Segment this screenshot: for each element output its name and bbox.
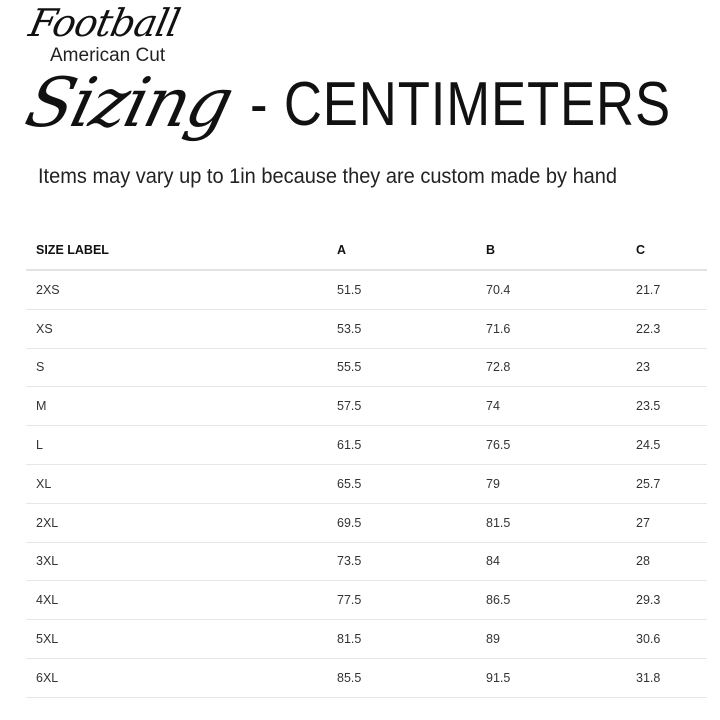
a-cell: 65.5 bbox=[327, 464, 476, 504]
a-cell: 85.5 bbox=[327, 658, 476, 698]
size-cell: XL bbox=[26, 464, 327, 504]
a-cell: 77.5 bbox=[327, 580, 476, 621]
table-row: XL 65.5 79 25.7 bbox=[26, 464, 707, 504]
table-row: 4XL 77.5 86.5 29.3 bbox=[26, 580, 707, 621]
a-cell: 53.5 bbox=[327, 309, 476, 349]
size-cell: XS bbox=[26, 309, 327, 349]
b-cell: 76.5 bbox=[476, 425, 626, 465]
size-cell: S bbox=[26, 348, 327, 388]
c-cell: 21.7 bbox=[626, 270, 707, 310]
table-header-row: SIZE LABEL A B C bbox=[26, 231, 707, 271]
football-script-title: Football bbox=[25, 1, 184, 45]
a-cell: 55.5 bbox=[327, 348, 476, 388]
c-cell: 29.3 bbox=[626, 580, 707, 621]
b-cell: 71.6 bbox=[476, 309, 626, 349]
b-cell: 79 bbox=[476, 464, 626, 504]
size-cell: 5XL bbox=[26, 619, 327, 659]
centimeters-title: - CENTIMETERS bbox=[250, 70, 671, 139]
size-table: SIZE LABEL A B C 2XS 51.5 70.4 21.7 XS 53.5 71… bbox=[26, 231, 707, 698]
table-row: 2XL 69.5 81.5 27 bbox=[26, 503, 707, 543]
table-row: 5XL 81.5 89 30.6 bbox=[26, 619, 707, 659]
table-row: 3XL 73.5 84 28 bbox=[26, 542, 707, 582]
c-cell: 24.5 bbox=[626, 425, 707, 465]
table-row: S 55.5 72.8 23 bbox=[26, 348, 707, 388]
size-cell: 2XL bbox=[26, 503, 327, 543]
sizing-script-title: Sizing bbox=[18, 64, 240, 143]
column-header-b: B bbox=[476, 231, 626, 271]
c-cell: 23 bbox=[626, 348, 707, 388]
a-cell: 57.5 bbox=[327, 386, 476, 427]
table-row: L 61.5 76.5 24.5 bbox=[26, 425, 707, 465]
size-cell: 6XL bbox=[26, 658, 327, 698]
size-cell: L bbox=[26, 425, 327, 465]
table-row: 6XL 85.5 91.5 31.8 bbox=[26, 658, 707, 698]
c-cell: 31.8 bbox=[626, 658, 707, 698]
c-cell: 23.5 bbox=[626, 386, 707, 427]
b-cell: 81.5 bbox=[476, 503, 626, 543]
variance-note: Items may vary up to 1in because they ar… bbox=[38, 164, 618, 188]
c-cell: 30.6 bbox=[626, 619, 707, 659]
table-row: M 57.5 74 23.5 bbox=[26, 386, 707, 427]
a-cell: 51.5 bbox=[327, 270, 476, 310]
a-cell: 69.5 bbox=[327, 503, 476, 543]
c-cell: 25.7 bbox=[626, 464, 707, 504]
a-cell: 73.5 bbox=[327, 542, 476, 582]
c-cell: 22.3 bbox=[626, 309, 707, 349]
size-cell: 4XL bbox=[26, 580, 327, 621]
b-cell: 70.4 bbox=[476, 270, 626, 310]
size-cell: 3XL bbox=[26, 542, 327, 582]
b-cell: 91.5 bbox=[476, 658, 626, 698]
column-header-size-label: SIZE LABEL bbox=[26, 231, 327, 271]
a-cell: 81.5 bbox=[327, 619, 476, 659]
b-cell: 74 bbox=[476, 386, 626, 427]
column-header-a: A bbox=[327, 231, 476, 271]
b-cell: 72.8 bbox=[476, 348, 626, 388]
b-cell: 89 bbox=[476, 619, 626, 659]
c-cell: 27 bbox=[626, 503, 707, 543]
a-cell: 61.5 bbox=[327, 425, 476, 465]
size-cell: 2XS bbox=[26, 270, 327, 310]
size-cell: M bbox=[26, 386, 327, 427]
b-cell: 86.5 bbox=[476, 580, 626, 621]
column-header-c: C bbox=[626, 231, 707, 271]
c-cell: 28 bbox=[626, 542, 707, 582]
b-cell: 84 bbox=[476, 542, 626, 582]
american-cut-label: American Cut bbox=[50, 45, 166, 66]
table-row: 2XS 51.5 70.4 21.7 bbox=[26, 270, 707, 310]
table-row: XS 53.5 71.6 22.3 bbox=[26, 309, 707, 349]
